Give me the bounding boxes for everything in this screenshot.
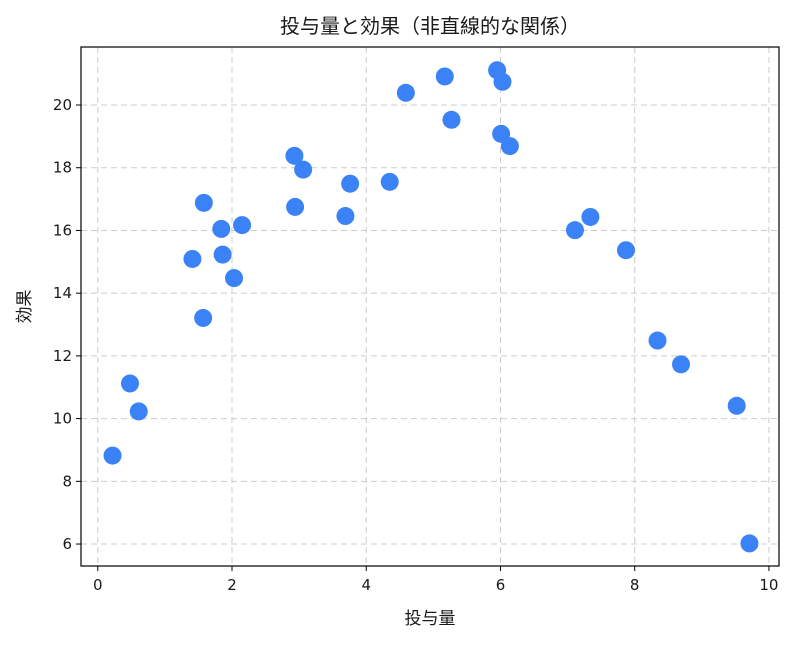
x-tick-label: 0 [93,576,103,594]
x-tick-label: 2 [227,576,237,594]
plot-frame [80,46,780,567]
data-point [183,249,202,268]
x-axis-label: 投与量 [405,609,456,629]
data-point [129,402,148,421]
data-point [565,221,584,240]
y-tick-label: 18 [53,159,72,177]
y-tick-label: 20 [53,96,72,114]
data-point [212,219,231,238]
data-point [500,137,519,156]
data-point [194,308,213,327]
data-point [648,331,667,350]
data-point [396,83,415,102]
data-point [341,174,360,193]
x-tick-label: 8 [630,576,640,594]
data-points [103,61,759,553]
data-point [616,241,635,260]
y-tick-label: 8 [62,472,72,490]
data-point [493,72,512,91]
data-point [727,396,746,415]
data-point [442,110,461,129]
data-point [103,446,122,465]
data-point [286,197,305,216]
y-tick-label: 14 [53,284,72,302]
data-point [233,216,252,235]
data-point [435,67,454,86]
data-point [285,146,304,165]
data-point [672,355,691,374]
data-point [213,245,232,264]
y-tick-label: 12 [53,347,72,365]
x-tick-label: 4 [361,576,371,594]
data-point [336,207,355,226]
y-tick-label: 16 [53,221,72,239]
data-point [294,160,313,179]
data-point [120,374,139,393]
chart-title: 投与量と効果（非直線的な関係） [280,14,580,38]
y-tick-label: 6 [62,535,72,553]
x-tick-label: 10 [759,576,778,594]
axis-ticks: 0 2 4 6 8 10 6 8 10 12 14 16 18 20 [53,96,779,594]
y-tick-label: 10 [53,410,72,428]
data-point [380,172,399,191]
data-point [225,269,244,288]
data-point [740,534,759,553]
y-axis-label: 効果 [15,290,35,324]
x-tick-label: 6 [496,576,506,594]
grid [81,47,779,566]
data-point [581,207,600,226]
data-point [194,193,213,212]
